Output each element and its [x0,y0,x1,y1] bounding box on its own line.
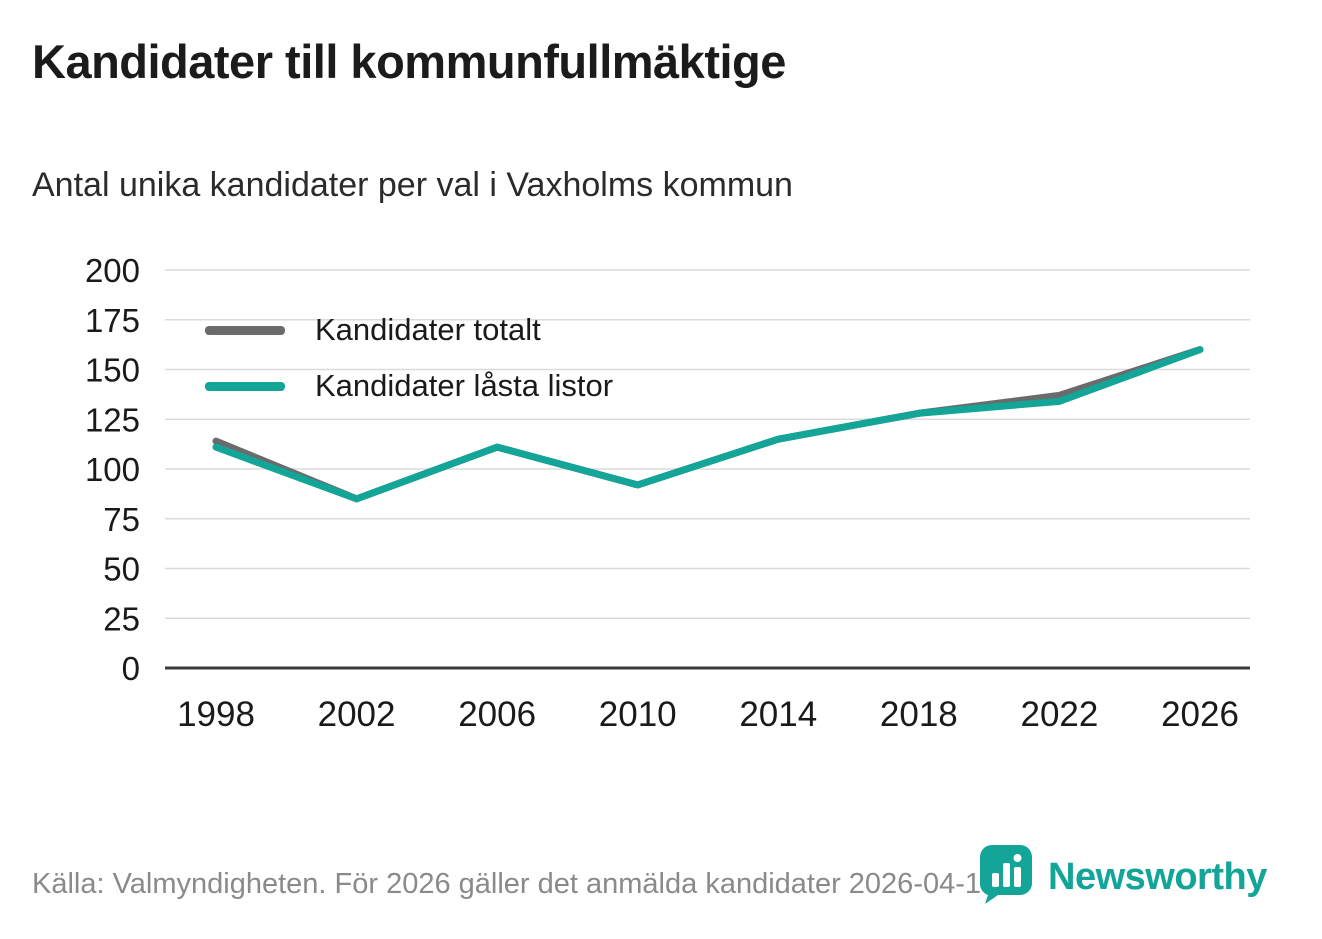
y-tick-label: 50 [103,551,140,588]
x-tick-label: 2002 [318,695,396,734]
y-tick-label: 100 [85,451,140,488]
legend-label: Kandidater låsta listor [315,368,614,403]
x-tick-label: 2026 [1161,695,1239,734]
legend-item-lasta-listor: Kandidater låsta listor [205,358,613,414]
legend-label: Kandidater totalt [315,312,541,347]
x-tick-label: 2006 [458,695,536,734]
legend-swatch-teal [205,381,285,391]
y-tick-label: 25 [103,600,140,637]
y-tick-label: 175 [85,302,140,339]
newsworthy-logo: Newsworthy [978,843,1267,905]
chart-subtitle: Antal unika kandidater per val i Vaxholm… [32,166,793,204]
chart-legend: Kandidater totalt Kandidater låsta listo… [205,302,613,414]
y-tick-label: 200 [85,252,140,289]
newsworthy-wordmark: Newsworthy [1048,855,1267,898]
x-tick-label: 1998 [177,695,255,734]
page-title: Kandidater till kommunfullmäktige [32,35,786,88]
y-tick-label: 150 [85,352,140,389]
y-tick-label: 125 [85,401,140,438]
source-note: Källa: Valmyndigheten. För 2026 gäller d… [32,868,1006,900]
legend-swatch-gray [205,325,285,335]
x-tick-label: 2018 [880,695,958,734]
x-tick-label: 2014 [739,695,817,734]
x-tick-label: 2010 [599,695,677,734]
y-tick-label: 0 [122,650,140,687]
x-tick-label: 2022 [1020,695,1098,734]
y-tick-label: 75 [103,501,140,538]
legend-item-totalt: Kandidater totalt [205,302,613,358]
newsworthy-pin-icon [979,845,1032,904]
